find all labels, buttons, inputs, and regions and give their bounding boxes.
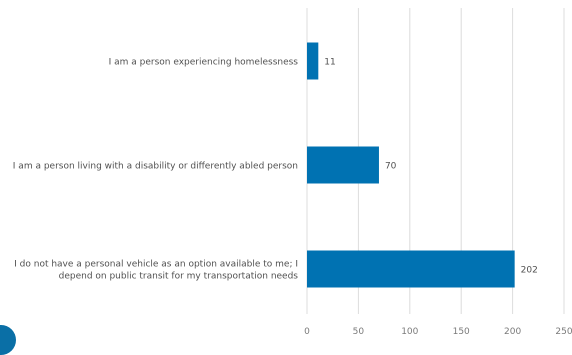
bars — [307, 42, 515, 288]
x-axis-tick-labels: 0 50 100 150 200 250 — [304, 327, 572, 337]
category-label: I do not have a personal vehicle as an o… — [14, 260, 298, 282]
x-tick-label: 100 — [401, 327, 418, 337]
x-tick-label: 150 — [453, 327, 470, 337]
category-label: I am a person living with a disability o… — [13, 162, 298, 172]
x-tick-label: 250 — [555, 327, 572, 337]
x-tick-label: 200 — [504, 327, 521, 337]
data-label: 202 — [521, 266, 538, 276]
category-label: I am a person experiencing homelessness — [109, 58, 299, 68]
bar-chart: I am a person experiencing homelessness I… — [13, 8, 572, 337]
data-label: 11 — [324, 58, 335, 68]
x-tick-label: 50 — [353, 327, 365, 337]
bar — [307, 250, 515, 288]
data-label: 70 — [385, 162, 397, 172]
category-labels: I am a person experiencing homelessness I… — [13, 58, 299, 282]
bar — [307, 146, 379, 184]
bar — [307, 42, 319, 80]
data-labels: 11 70 202 — [324, 58, 538, 276]
x-tick-label: 0 — [304, 327, 310, 337]
